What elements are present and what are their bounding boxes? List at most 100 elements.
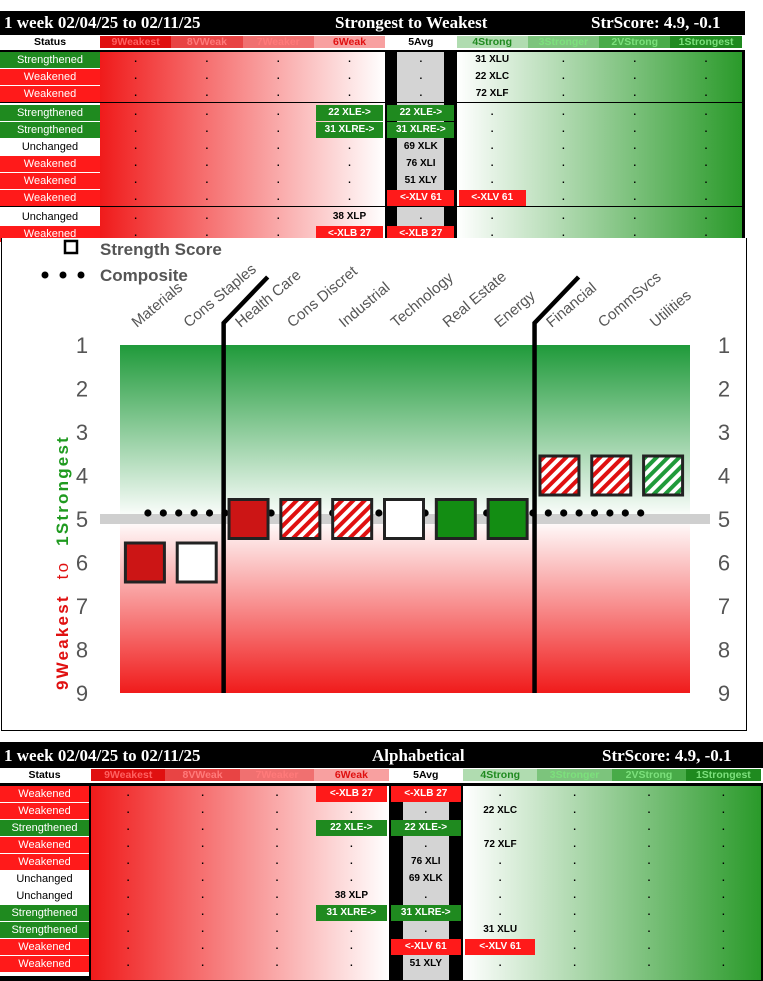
ticker-cell: 69 XLK — [408, 873, 443, 884]
ticker-cell: 38 XLP — [332, 211, 367, 222]
ticker-cell: <-XLV 61 — [465, 939, 536, 955]
column-header-row: Status 9Weakest 8VWeak 7Weaker 6Weak 5Avg 4Str… — [0, 35, 745, 50]
empty-cell: . — [276, 54, 280, 65]
empty-cell: . — [134, 107, 138, 118]
empty-cell: . — [126, 873, 130, 884]
sector-divider-line — [221, 275, 270, 693]
status-cell: Unchanged — [0, 888, 89, 904]
table-row: Weakened.... 76 XLI.... — [0, 854, 763, 871]
composite-dot — [190, 509, 198, 517]
table-row: Strengthened... 31 XLRE-> 31 XLRE->.... — [0, 905, 763, 922]
ticker-cell: 31 XLRE-> — [315, 122, 384, 138]
empty-cell: . — [498, 856, 502, 867]
table-row: Unchanged... 38 XLP..... — [0, 209, 745, 226]
ticker-cell: 22 XLE-> — [316, 820, 387, 836]
empty-cell: . — [573, 805, 576, 816]
empty-cell: . — [490, 141, 494, 152]
empty-cell: . — [276, 71, 280, 82]
empty-cell: . — [134, 175, 138, 186]
column-header-7weaker: 7Weaker — [239, 769, 315, 781]
empty-cell: . — [647, 805, 651, 816]
ticker-cell: 22 XLE-> — [387, 105, 455, 121]
empty-cell: . — [349, 924, 353, 935]
empty-cell: . — [498, 788, 502, 799]
composite-dot — [144, 509, 152, 517]
ticker-cell: 31 XLRE-> — [316, 905, 387, 921]
ticker-cell: 69 XLK — [403, 141, 438, 152]
empty-cell: . — [721, 890, 725, 901]
alphabetical-table: 1 week 02/04/25 to 02/11/25 Alphabetical… — [0, 742, 763, 981]
chart-frame: Materials Cons Staples Health Care Cons Dis… — [1, 238, 747, 731]
y-tick-label-right: 5 — [718, 507, 730, 532]
empty-cell: . — [275, 958, 279, 969]
column-header-4strong: 4Strong — [456, 36, 528, 48]
empty-cell: . — [633, 211, 637, 222]
empty-cell: . — [704, 71, 708, 82]
empty-cell: . — [721, 958, 725, 969]
ticker-cell: 31 XLRE-> — [387, 122, 455, 138]
empty-cell: . — [562, 175, 565, 186]
empty-cell: . — [647, 839, 651, 850]
ticker-cell: 72 XLF — [475, 88, 509, 99]
empty-cell: . — [573, 924, 576, 935]
empty-cell: . — [562, 228, 565, 239]
average-column-band — [397, 52, 445, 246]
empty-cell: . — [349, 839, 353, 850]
empty-cell: . — [647, 822, 651, 833]
y-axis-strongest-label: 1Strongest — [53, 435, 72, 546]
empty-cell: . — [205, 71, 209, 82]
table-row: Weakened.... 51 XLY.... — [0, 173, 745, 190]
empty-cell: . — [490, 228, 494, 239]
table-grid — [100, 52, 742, 246]
status-cell: Strengthened — [0, 820, 89, 836]
empty-cell: . — [498, 873, 502, 884]
empty-cell: . — [348, 88, 351, 99]
column-header-9weakest: 9Weakest — [91, 769, 166, 781]
column-header-6weak: 6Weak — [314, 769, 389, 781]
y-tick-label-right: 3 — [718, 420, 730, 445]
empty-cell: . — [721, 839, 725, 850]
empty-cell: . — [276, 141, 280, 152]
empty-cell: . — [721, 805, 725, 816]
table-row: Weakened..... 22 XLC... — [0, 69, 745, 86]
y-tick-label-right: 6 — [718, 551, 730, 576]
status-cell: Strengthened — [0, 122, 100, 138]
composite-dot — [575, 509, 583, 517]
y-axis-weakest-label: 9Weakest — [53, 594, 72, 690]
empty-cell: . — [424, 839, 428, 850]
empty-cell: . — [704, 54, 708, 65]
empty-cell: . — [134, 71, 138, 82]
empty-cell: . — [201, 856, 204, 867]
table-row: Weakened.... <-XLV 61 <-XLV 61... — [0, 939, 763, 956]
empty-cell: . — [647, 788, 651, 799]
empty-cell: . — [275, 873, 279, 884]
column-header-2vstrong: 2VStrong — [611, 769, 687, 781]
y-tick-label-right: 8 — [718, 638, 730, 663]
composite-dot — [205, 509, 214, 517]
status-cell: Strengthened — [0, 905, 89, 921]
sector-divider-line — [532, 275, 581, 693]
category-label: Energy — [491, 287, 539, 331]
strength-score-box — [123, 541, 166, 584]
empty-cell: . — [490, 175, 494, 186]
empty-cell: . — [201, 822, 204, 833]
empty-cell: . — [201, 941, 204, 952]
composite-dot — [637, 509, 645, 517]
empty-cell: . — [562, 141, 565, 152]
ticker-cell: <-XLV 61 — [458, 190, 526, 206]
empty-cell: . — [573, 788, 576, 799]
empty-cell: . — [633, 124, 637, 135]
strength-score-box — [279, 498, 322, 540]
empty-cell: . — [276, 175, 280, 186]
composite-legend-dot — [59, 271, 67, 279]
empty-cell: . — [573, 890, 576, 901]
ticker-cell: 31 XLU — [483, 924, 518, 935]
status-cell: Unchanged — [0, 871, 89, 887]
empty-cell: . — [704, 158, 708, 169]
empty-cell: . — [419, 71, 423, 82]
status-cell: Strengthened — [0, 922, 89, 938]
status-cell: Weakened — [0, 786, 89, 802]
empty-cell: . — [633, 141, 637, 152]
status-cell: Weakened — [0, 939, 89, 955]
y-tick-label-left: 7 — [76, 594, 88, 619]
